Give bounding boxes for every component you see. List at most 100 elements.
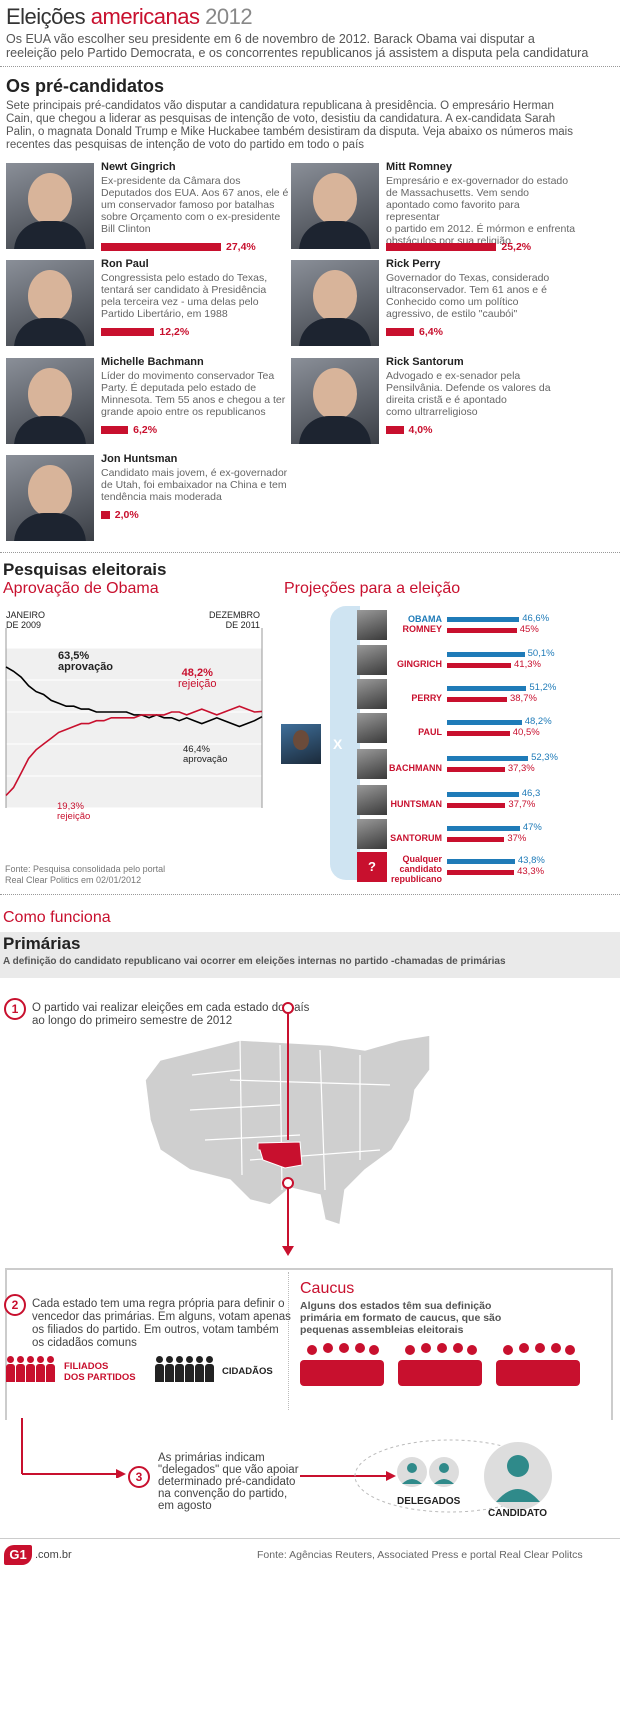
step2-text: Cada estado tem uma regra própria para d… — [32, 1298, 291, 1350]
step3-text-line4: na convenção do partido, — [158, 1488, 288, 1500]
candidate-value: 2,0% — [114, 509, 139, 521]
primarias-sub: A definição do candidato republicano vai… — [3, 956, 506, 967]
start-label-line2: DE 2009 — [6, 620, 42, 630]
projection-bar — [447, 652, 525, 657]
projection-value: 47% — [522, 822, 542, 833]
step1-number: 1 — [4, 998, 26, 1020]
projection-photo — [357, 679, 387, 709]
projection-bar — [447, 767, 505, 772]
step2-number: 2 — [4, 1294, 26, 1316]
candidate-photo — [6, 455, 94, 541]
caucus-text: Alguns dos estados têm sua definição prim… — [300, 1300, 501, 1336]
person-icon — [36, 1356, 45, 1382]
annot-reject-start: 19,3% rejeição — [57, 802, 90, 822]
projection-value: 51,2% — [529, 682, 557, 693]
person-icon — [165, 1356, 174, 1382]
approval-title: Aprovação de Obama — [3, 580, 159, 597]
primarias-title: Primárias — [3, 934, 81, 953]
candidate-photo — [6, 163, 94, 249]
g1-logo: G1 — [4, 1545, 32, 1565]
intro-line2: reeleição pelo Partido Democrata, e os c… — [6, 46, 589, 60]
annot-reject-start-label: rejeição — [57, 811, 91, 822]
person-icon — [155, 1356, 164, 1382]
projection-category: PAUL — [418, 727, 442, 737]
divider — [0, 894, 620, 895]
precandidatos-text-1: Sete principais pré-candidatos vão dispu… — [6, 100, 554, 112]
series-line-rejeição — [5, 705, 263, 797]
footer-domain: .com.br — [35, 1549, 72, 1561]
projection-photo — [357, 819, 387, 849]
map-connector-dot — [282, 1002, 294, 1014]
projection-bar — [447, 720, 522, 725]
projection-value: 46,3 — [521, 788, 541, 799]
annot-approval-end-label: aprovação — [183, 754, 228, 765]
filiados-label-line1: FILIADOS — [64, 1361, 109, 1372]
candidate-bar — [386, 426, 404, 434]
projection-bar — [447, 686, 527, 691]
step2-box — [5, 1268, 613, 1420]
candidate-name: Michelle Bachmann — [101, 356, 204, 368]
person-icon — [6, 1356, 15, 1382]
annot-reject-end-label: rejeição — [178, 678, 217, 690]
annot-approval-start: 63,5% aprovação — [58, 651, 113, 673]
projection-bar — [447, 837, 505, 842]
step3-text-line5: em agosto — [158, 1500, 212, 1512]
candidate-desc: Líder do movimento conservador Tea Party.… — [101, 370, 286, 418]
person-icon — [205, 1356, 214, 1382]
delegates-diagram — [300, 1439, 552, 1513]
projection-photo: ? — [357, 852, 387, 882]
candidate-desc: Ex-presidente da Câmara dos Deputados dos… — [101, 175, 289, 235]
candidate-name: Newt Gingrich — [101, 161, 176, 173]
candidate-bar — [101, 243, 221, 251]
candidate-photo — [291, 163, 379, 249]
projection-photo — [357, 749, 387, 779]
como-funciona-title: Como funciona — [3, 909, 111, 926]
end-label-line2: DE 2011 — [225, 620, 260, 630]
divider — [0, 66, 620, 67]
step2-text-line4: os cidadãos comuns — [32, 1337, 137, 1349]
precandidatos-text-2: Cain, que chegou a liderar as pesquisas … — [6, 113, 556, 125]
projections-title: Projeções para a eleição — [284, 580, 461, 597]
projection-category: BACHMANN — [389, 763, 442, 773]
projection-value: 43,3% — [517, 866, 545, 877]
projection-value: 48,2% — [524, 716, 552, 727]
plot-area — [6, 648, 262, 808]
projection-value: 37,3% — [507, 763, 535, 774]
step3-text: As primárias indicam "delegados" que vão … — [158, 1452, 299, 1512]
projection-category: PERRY — [411, 693, 442, 703]
candidate-value: 27,4% — [226, 241, 256, 253]
projection-label-obama: OBAMA — [408, 614, 442, 624]
approval-chart — [5, 628, 263, 809]
candidate-value: 12,2% — [159, 326, 190, 338]
candidate-name: Rick Santorum — [386, 356, 464, 368]
caucus-text-line3: pequenas assembleias eleitorais — [300, 1324, 464, 1336]
projection-value: 40,5% — [512, 727, 540, 738]
filiados-label-line2: DOS PARTIDOS — [64, 1372, 136, 1383]
step2-text-line1: Cada estado tem uma regra própria para d… — [32, 1298, 285, 1310]
candidate-value: 6,4% — [419, 326, 443, 338]
caucus-title: Caucus — [300, 1280, 355, 1297]
candidate-desc: Advogado e ex-senador pela Pensilvânia. D… — [386, 370, 551, 418]
candidate-photo — [291, 260, 379, 346]
candidato-label: CANDIDATO — [488, 1508, 548, 1519]
projection-bar — [447, 663, 511, 668]
precandidatos-text-4: recentes das pesquisas de intenção de vo… — [6, 139, 365, 151]
candidate-value: 25,2% — [501, 241, 532, 253]
precandidatos-text-3: Palin, o magnata Donald Trump e Mike Huc… — [6, 126, 573, 138]
projection-category: Qualquer candidato republicano — [390, 854, 442, 884]
projection-value: 37,7% — [508, 799, 536, 810]
projection-bar — [447, 697, 507, 702]
precandidatos-title: Os pré-candidatos — [6, 76, 165, 96]
title-part2: americanas — [90, 4, 200, 29]
candidate-bar — [101, 328, 155, 336]
projection-photo — [357, 713, 387, 743]
projection-value: 37% — [507, 833, 527, 844]
projection-bar — [447, 731, 510, 736]
annot-reject-end: 48,2% rejeição — [178, 668, 217, 690]
footer-source: Fonte: Agências Reuters, Associated Pres… — [257, 1549, 583, 1561]
step1-text-line2: ao longo do primeiro semestre de 2012 — [32, 1015, 233, 1027]
candidate-value: 4,0% — [408, 424, 433, 436]
divider — [0, 552, 620, 553]
versus-label: X — [333, 736, 343, 752]
person-icon — [46, 1356, 55, 1382]
